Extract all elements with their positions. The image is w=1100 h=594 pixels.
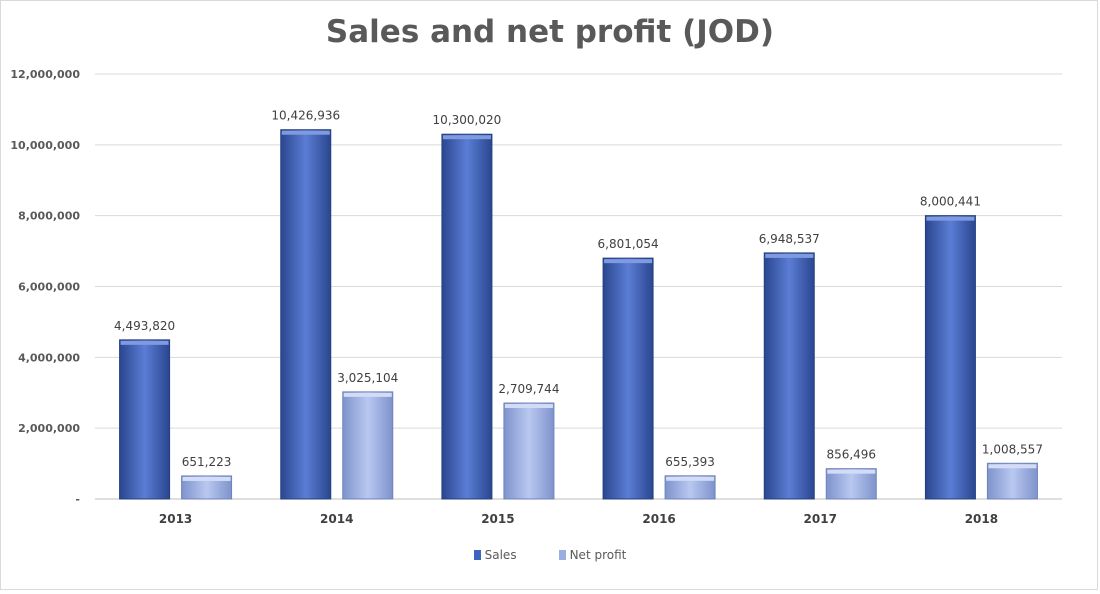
x-tick-label: 2017: [804, 512, 837, 526]
y-tick-label: 2,000,000: [18, 422, 80, 435]
bar-highlight: [666, 476, 715, 481]
bar-highlight: [988, 464, 1037, 469]
bar-sales: [280, 129, 332, 500]
x-tick-label: 2014: [320, 512, 353, 526]
data-label: 856,496: [826, 448, 876, 462]
data-label: 10,300,020: [433, 113, 502, 127]
data-label: 2,709,744: [498, 382, 559, 396]
bar-net-profit: [342, 391, 394, 500]
bar-sales: [119, 339, 171, 500]
data-label: 655,393: [665, 455, 715, 469]
y-tick-label: 12,000,000: [10, 68, 80, 81]
bar-net-profit: [986, 462, 1038, 500]
bar-highlight: [765, 253, 814, 258]
x-tick-label: 2015: [481, 512, 514, 526]
bar-net-profit: [825, 468, 877, 500]
y-tick-label: -: [75, 493, 80, 506]
legend-swatch-net-profit: [558, 550, 566, 560]
data-label: 6,948,537: [759, 232, 820, 246]
bar-net-profit: [503, 402, 555, 500]
legend: Sales Net profit: [0, 548, 1100, 562]
bar-highlight: [926, 216, 975, 221]
bar-highlight: [182, 476, 231, 481]
bar-sales: [441, 133, 493, 500]
legend-item-sales: Sales: [473, 548, 517, 562]
x-tick-label: 2013: [159, 512, 192, 526]
bar-net-profit: [664, 475, 716, 500]
bar-highlight: [504, 404, 553, 409]
data-label: 6,801,054: [598, 237, 659, 251]
bar-sales: [924, 215, 976, 500]
bar-highlight: [343, 392, 392, 397]
data-label: 10,426,936: [271, 109, 340, 123]
legend-swatch-sales: [473, 550, 481, 560]
data-label: 4,493,820: [114, 319, 175, 333]
legend-label-sales: Sales: [484, 548, 517, 562]
chart-title: Sales and net profit (JOD): [325, 14, 775, 50]
y-tick-label: 10,000,000: [10, 139, 80, 152]
legend-item-net-profit: Net profit: [558, 548, 627, 562]
legend-label-net-profit: Net profit: [569, 548, 627, 562]
y-tick-label: 6,000,000: [18, 281, 80, 294]
bar-highlight: [442, 135, 491, 140]
data-label: 1,008,557: [982, 442, 1043, 456]
bar-highlight: [604, 259, 653, 264]
x-tick-label: 2016: [642, 512, 675, 526]
bar-net-profit: [181, 475, 233, 500]
bar-sales: [763, 252, 815, 500]
bar-highlight: [827, 469, 876, 474]
data-label: 3,025,104: [337, 371, 398, 385]
y-tick-label: 8,000,000: [18, 210, 80, 223]
x-tick-label: 2018: [965, 512, 998, 526]
bar-sales: [602, 257, 654, 500]
y-tick-label: 4,000,000: [18, 351, 80, 364]
data-label: 651,223: [182, 455, 232, 469]
data-label: 8,000,441: [920, 195, 981, 209]
bar-highlight: [281, 130, 330, 135]
bar-highlight: [120, 340, 169, 345]
